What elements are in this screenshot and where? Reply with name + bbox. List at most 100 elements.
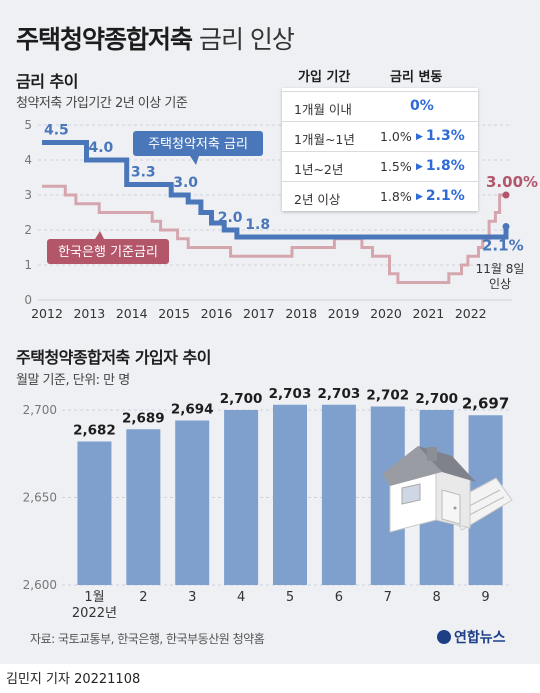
x-tick-label: 4	[237, 590, 245, 605]
base-rate-legend-box	[47, 239, 169, 264]
globe-icon	[437, 630, 451, 644]
y-tick-label: 2,700	[23, 403, 57, 417]
savings-data-label: 1.8	[245, 217, 270, 233]
x-tick-label: 5	[286, 590, 294, 605]
bar	[321, 404, 356, 585]
bar-value-label: 2,697	[462, 394, 509, 412]
rate-period: 2년 이상	[294, 192, 341, 207]
rate-change-table: 가입 기간 금리 변동 1개월 이내 0% 1개월~1년 1.0% ▶ 1.3% …	[282, 70, 478, 212]
subscriber-section-title: 주택청약종합저축 가입자 추이	[16, 348, 212, 367]
base-rate-data-label: 3.00%	[486, 173, 538, 191]
bar-value-label: 2,689	[122, 410, 165, 426]
title-sub: 금리 인상	[192, 25, 295, 54]
rate-table-row: 1개월 이내 0%	[282, 91, 478, 122]
title-main: 주택청약종합저축	[16, 25, 193, 54]
rate-before: 1.8%	[380, 189, 412, 204]
savings-data-label: 2.1%	[482, 237, 524, 255]
yonhap-logo: 연합뉴스	[437, 627, 506, 647]
x-tick-label: 8	[433, 590, 441, 605]
x-tick-label: 2018	[285, 306, 317, 321]
savings-legend-text: 주택청약저축 금리	[148, 137, 248, 152]
x-tick-label: 7	[384, 590, 392, 605]
x-tick-label: 2016	[201, 306, 233, 321]
x-tick-label: 2022	[455, 306, 487, 321]
x-tick-label: 2012	[31, 306, 63, 321]
rate-after: 2.1%	[425, 188, 465, 204]
x-tick-label: 2017	[243, 306, 275, 321]
base-rate-endpoint	[502, 191, 510, 199]
rate-table-row: 1개월~1년 1.0% ▶ 1.3%	[282, 121, 478, 152]
x-tick-label: 3	[188, 590, 196, 605]
subscriber-section-subtitle: 월말 기준, 단위: 만 명	[16, 373, 130, 388]
y-tick-label: 2,600	[23, 578, 57, 592]
bar-value-label: 2,694	[171, 402, 214, 418]
y-tick-label: 4	[24, 153, 32, 167]
savings-legend-box	[133, 131, 263, 156]
rate-table-row: 2년 이상 1.8% ▶ 2.1%	[282, 181, 478, 212]
logo-text: 연합뉴스	[454, 630, 506, 646]
bar	[77, 441, 112, 585]
increase-arrow-icon: ▶	[416, 132, 423, 142]
y-tick-label: 1	[24, 258, 32, 272]
rate-period: 1개월~1년	[294, 132, 355, 147]
bar-value-label: 2,700	[220, 391, 263, 407]
rate-before: 1.5%	[380, 159, 412, 174]
bar	[273, 404, 307, 585]
bar-value-label: 2,703	[318, 386, 361, 402]
y-tick-label: 2	[24, 223, 32, 237]
bar-value-label: 2,700	[415, 391, 458, 407]
rate-line-chart: 0 1 2 3 4 5 2012 2013 2014 2015 2016 2017 2018 2019 20…	[24, 118, 538, 321]
byline: 김민지 기자 20221108	[6, 672, 141, 687]
savings-data-label: 3.0	[173, 175, 198, 191]
x-tick-label: 1월	[84, 590, 104, 605]
base-rate-legend-pointer	[95, 231, 104, 239]
y-tick-label: 0	[24, 293, 32, 307]
savings-data-label: 4.5	[44, 123, 69, 139]
x-tick-label: 2021	[412, 306, 444, 321]
source-note: 자료: 국토교통부, 한국은행, 한국부동산원 청약홈	[30, 632, 265, 646]
savings-data-label: 3.3	[131, 165, 156, 181]
bar-value-label: 2,702	[366, 388, 409, 404]
rate-before: 1.0%	[380, 129, 412, 144]
x-tick-label: 2020	[370, 306, 402, 321]
base-rate-line	[42, 184, 506, 284]
rate-table-header-period: 가입 기간	[298, 70, 351, 85]
rate-after: 1.8%	[425, 158, 465, 174]
rate-after: 0%	[410, 98, 434, 114]
rate-section-subtitle: 청약저축 가입기간 2년 이상 기준	[16, 96, 188, 111]
base-rate-legend-tag: 한국은행 기준금리	[47, 231, 169, 264]
x-tick-label: 2014	[116, 306, 148, 321]
x-tick-sublabel: 2022년	[72, 606, 117, 621]
bar-value-label: 2,682	[73, 423, 116, 439]
house-icon	[382, 446, 513, 533]
x-tick-label: 6	[335, 590, 343, 605]
rate-table-row: 1년~2년 1.5% ▶ 1.8%	[282, 151, 478, 182]
hike-date-annotation: 11월 8일	[476, 262, 525, 276]
hike-date-annotation: 인상	[489, 277, 511, 291]
savings-data-label: 4.0	[88, 140, 113, 156]
x-tick-label: 2015	[158, 306, 190, 321]
y-tick-label: 5	[24, 118, 32, 132]
bar	[126, 429, 161, 585]
savings-endpoint	[502, 223, 510, 230]
rate-after: 1.3%	[425, 128, 465, 144]
savings-rate-line	[42, 140, 509, 240]
savings-data-label: 2.0	[218, 210, 243, 226]
y-tick-label: 2,650	[23, 491, 57, 505]
savings-legend-pointer	[190, 156, 199, 165]
savings-legend-tag: 주택청약저축 금리	[133, 131, 263, 165]
rate-section-title: 금리 추이	[16, 72, 78, 91]
y-tick-label: 3	[24, 188, 32, 202]
x-tick-label: 9	[481, 590, 489, 605]
rate-period: 1년~2년	[294, 162, 344, 177]
increase-arrow-icon: ▶	[416, 192, 423, 202]
base-rate-legend-text: 한국은행 기준금리	[58, 244, 158, 260]
x-tick-label: 2	[139, 590, 147, 605]
rate-period: 1개월 이내	[294, 102, 352, 117]
bar	[224, 410, 259, 585]
increase-arrow-icon: ▶	[416, 162, 423, 172]
x-tick-label: 2013	[73, 306, 105, 321]
x-tick-label: 2019	[328, 306, 360, 321]
